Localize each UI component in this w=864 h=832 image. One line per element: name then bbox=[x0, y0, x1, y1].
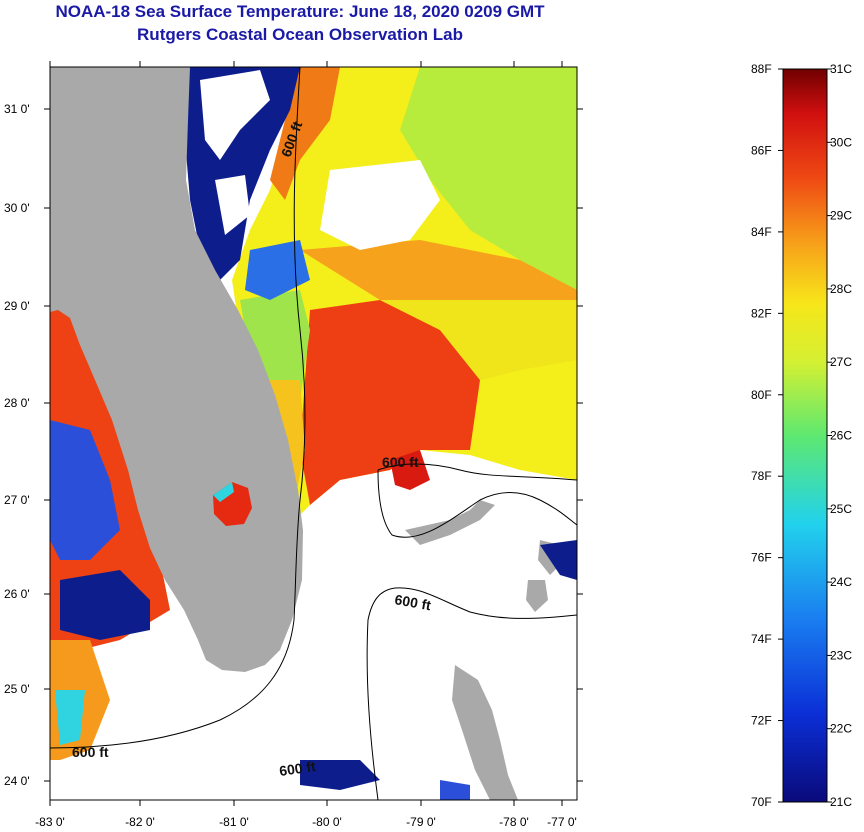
colorbar-c-label: 22C bbox=[830, 722, 852, 736]
colorbar-c-label: 30C bbox=[830, 135, 852, 149]
lon-label-83: -83 0' bbox=[35, 815, 65, 829]
colorbar: 88F 86F 84F 82F 80F 78F 76F 74F 72F 70F 31C 30C 29C… bbox=[751, 62, 852, 809]
longitude-axis: -83 0' -82 0' -81 0' -80 0' -79 0' -78 0… bbox=[35, 61, 577, 829]
colorbar-c-label: 31C bbox=[830, 62, 852, 76]
colorbar-f-label: 76F bbox=[751, 551, 772, 565]
colorbar-c-label: 27C bbox=[830, 355, 852, 369]
lat-label-26: 26 0' bbox=[4, 587, 30, 601]
colorbar-c-label: 24C bbox=[830, 575, 852, 589]
lat-label-29: 29 0' bbox=[4, 299, 30, 313]
abaco-south-island bbox=[526, 580, 548, 612]
lon-label-82: -82 0' bbox=[125, 815, 155, 829]
colorbar-f-label: 72F bbox=[751, 714, 772, 728]
andros-island bbox=[452, 665, 518, 800]
sst-warm-gulf-stream bbox=[300, 300, 480, 505]
colorbar-celsius-scale: 31C 30C 29C 28C 27C 26C 25C 24C 23C 22C 21C bbox=[827, 62, 852, 809]
map-frame bbox=[49, 66, 578, 801]
mask-south-2 bbox=[440, 780, 470, 800]
bathymetry-contour-bahamas bbox=[377, 469, 577, 538]
latitude-axis: 31 0' 30 0' 29 0' 28 0' 27 0' 26 0' 25 0… bbox=[4, 102, 583, 788]
lake-edge-cool bbox=[213, 482, 234, 502]
mask-east-1 bbox=[540, 540, 577, 580]
colorbar-c-label: 28C bbox=[830, 282, 852, 296]
mask-south-1 bbox=[300, 760, 380, 790]
map-subtitle: Rutgers Coastal Ocean Observation Lab bbox=[137, 25, 463, 44]
contour-label-600ft-3: 600 ft bbox=[72, 744, 109, 760]
bathymetry-contour-center bbox=[366, 587, 577, 800]
colorbar-fahrenheit-scale: 88F 86F 84F 82F 80F 78F 76F 74F 72F 70F bbox=[751, 62, 783, 809]
sst-green-region bbox=[400, 67, 577, 300]
colorbar-f-label: 80F bbox=[751, 388, 772, 402]
colorbar-c-label: 29C bbox=[830, 209, 852, 223]
colorbar-f-label: 84F bbox=[751, 225, 772, 239]
cold-patch-1 bbox=[245, 240, 310, 300]
colorbar-c-label: 21C bbox=[830, 795, 852, 809]
grand-bahama-island bbox=[405, 500, 495, 545]
sst-gulf-cyan bbox=[55, 690, 85, 745]
colorbar-c-label: 25C bbox=[830, 502, 852, 516]
colorbar-c-label: 23C bbox=[830, 648, 852, 662]
lat-label-28: 28 0' bbox=[4, 396, 30, 410]
sst-gulf-cold bbox=[50, 420, 120, 560]
sst-gulf-mask bbox=[60, 570, 150, 640]
cloud-patch-3 bbox=[320, 160, 440, 250]
contour-label-600ft-1: 600 ft bbox=[382, 454, 419, 470]
contour-label-600ft-4: 600 ft bbox=[278, 758, 317, 779]
cloud-patch-2 bbox=[215, 175, 250, 235]
colorbar-f-label: 88F bbox=[751, 62, 772, 76]
lat-label-24: 24 0' bbox=[4, 774, 30, 788]
bathymetry-contour-north-bahamas bbox=[377, 463, 577, 481]
bathymetry-contour-west bbox=[50, 67, 306, 749]
lon-label-81: -81 0' bbox=[219, 815, 249, 829]
sst-yellow-east bbox=[380, 300, 577, 380]
contour-label-600ft-2: 600 ft bbox=[393, 591, 432, 613]
lon-label-77: -77 0' bbox=[547, 815, 577, 829]
colorbar-f-label: 78F bbox=[751, 469, 772, 483]
sst-bahama-warm bbox=[390, 450, 430, 490]
map-title: NOAA-18 Sea Surface Temperature: June 18… bbox=[55, 2, 545, 21]
sst-north-orange bbox=[270, 67, 340, 200]
cloud-patch-1 bbox=[200, 70, 270, 160]
colorbar-c-label: 26C bbox=[830, 429, 852, 443]
lat-label-31: 31 0' bbox=[4, 102, 30, 116]
lat-label-27: 27 0' bbox=[4, 493, 30, 507]
colorbar-gradient bbox=[782, 68, 828, 803]
lon-label-80: -80 0' bbox=[312, 815, 342, 829]
lat-label-25: 25 0' bbox=[4, 682, 30, 696]
lon-label-79: -79 0' bbox=[406, 815, 436, 829]
colorbar-f-label: 86F bbox=[751, 143, 772, 157]
lat-label-30: 30 0' bbox=[4, 201, 30, 215]
colorbar-f-label: 70F bbox=[751, 795, 772, 809]
colorbar-f-label: 82F bbox=[751, 306, 772, 320]
lon-label-78: -78 0' bbox=[499, 815, 529, 829]
colorbar-f-label: 74F bbox=[751, 632, 772, 646]
sst-field bbox=[50, 67, 577, 800]
